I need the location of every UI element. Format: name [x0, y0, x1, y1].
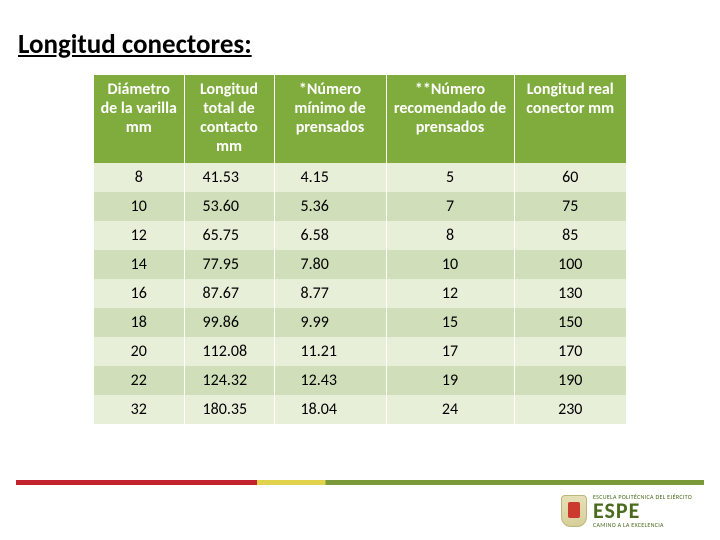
cell: 8	[94, 163, 184, 192]
footer: ESCUELA POLITÉCNICA DEL EJÉRCITO ESPE CA…	[0, 480, 720, 540]
shield-icon	[561, 495, 587, 527]
table-row: 1899.869.9915150	[94, 308, 626, 337]
page: Longitud conectores: Diámetro de la vari…	[0, 0, 720, 540]
cell: 75	[514, 192, 626, 221]
cell: 124.32	[184, 366, 274, 395]
table-row: 1477.957.8010100	[94, 250, 626, 279]
cell: 6.58	[274, 221, 386, 250]
cell: 18.04	[274, 395, 386, 424]
cell: 7.80	[274, 250, 386, 279]
table-row: 22124.3212.4319190	[94, 366, 626, 395]
cell: 150	[514, 308, 626, 337]
cell: 17	[386, 337, 514, 366]
cell: 10	[94, 192, 184, 221]
col-header: **Número recomendado de prensados	[386, 75, 514, 163]
cell: 180.35	[184, 395, 274, 424]
logo-subtext-bottom: CAMINO A LA EXCELENCIA	[593, 522, 692, 528]
cell: 19	[386, 366, 514, 395]
cell: 22	[94, 366, 184, 395]
cell: 18	[94, 308, 184, 337]
cell: 5	[386, 163, 514, 192]
cell: 60	[514, 163, 626, 192]
cell: 12.43	[274, 366, 386, 395]
connectors-table: Diámetro de la varilla mm Longitud total…	[94, 75, 626, 424]
cell: 20	[94, 337, 184, 366]
col-header: Longitud total de contacto mm	[184, 75, 274, 163]
cell: 10	[386, 250, 514, 279]
cell: 41.53	[184, 163, 274, 192]
table-body: 841.534.15560 1053.605.36775 1265.756.58…	[94, 163, 626, 424]
cell: 14	[94, 250, 184, 279]
cell: 65.75	[184, 221, 274, 250]
cell: 8.77	[274, 279, 386, 308]
cell: 87.67	[184, 279, 274, 308]
cell: 7	[386, 192, 514, 221]
cell: 11.21	[274, 337, 386, 366]
cell: 12	[94, 221, 184, 250]
cell: 24	[386, 395, 514, 424]
cell: 85	[514, 221, 626, 250]
cell: 170	[514, 337, 626, 366]
table-row: 32180.3518.0424230	[94, 395, 626, 424]
footer-stripe	[16, 480, 704, 485]
col-header: Diámetro de la varilla mm	[94, 75, 184, 163]
logo-text: ESPE	[593, 500, 692, 522]
table-row: 1687.678.7712130	[94, 279, 626, 308]
table-row: 20112.0811.2117170	[94, 337, 626, 366]
table-header-row: Diámetro de la varilla mm Longitud total…	[94, 75, 626, 163]
cell: 190	[514, 366, 626, 395]
col-header: Longitud real conector mm	[514, 75, 626, 163]
table-row: 1265.756.58885	[94, 221, 626, 250]
table-container: Diámetro de la varilla mm Longitud total…	[94, 75, 626, 424]
cell: 5.36	[274, 192, 386, 221]
table-row: 841.534.15560	[94, 163, 626, 192]
cell: 15	[386, 308, 514, 337]
cell: 53.60	[184, 192, 274, 221]
cell: 12	[386, 279, 514, 308]
table-row: 1053.605.36775	[94, 192, 626, 221]
col-header: *Número mínimo de prensados	[274, 75, 386, 163]
footer-logo: ESCUELA POLITÉCNICA DEL EJÉRCITO ESPE CA…	[561, 492, 692, 530]
cell: 77.95	[184, 250, 274, 279]
logo-wordmark: ESCUELA POLITÉCNICA DEL EJÉRCITO ESPE CA…	[593, 494, 692, 528]
cell: 112.08	[184, 337, 274, 366]
cell: 16	[94, 279, 184, 308]
cell: 9.99	[274, 308, 386, 337]
cell: 4.15	[274, 163, 386, 192]
cell: 230	[514, 395, 626, 424]
cell: 99.86	[184, 308, 274, 337]
page-title: Longitud conectores:	[0, 0, 720, 61]
cell: 32	[94, 395, 184, 424]
cell: 8	[386, 221, 514, 250]
cell: 130	[514, 279, 626, 308]
cell: 100	[514, 250, 626, 279]
